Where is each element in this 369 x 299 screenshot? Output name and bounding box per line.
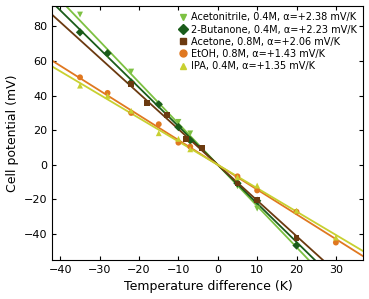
- Point: [333, 284, 339, 289]
- Point: [294, 209, 300, 214]
- Point: [235, 174, 241, 179]
- Point: [333, 277, 339, 282]
- Point: [128, 111, 134, 115]
- Point: [333, 235, 339, 240]
- Legend: Acetonitrile, 0.4M, α=+2.38 mV/K, 2-Butanone, 0.4M, α=+2.23 mV/K, Acetone, 0.8M,: Acetonitrile, 0.4M, α=+2.38 mV/K, 2-Buta…: [176, 10, 359, 73]
- Point: [77, 12, 83, 17]
- Point: [105, 91, 111, 95]
- Point: [333, 268, 339, 272]
- Point: [176, 140, 182, 145]
- Point: [164, 113, 170, 118]
- Point: [254, 199, 260, 203]
- Point: [254, 183, 260, 188]
- Point: [254, 206, 260, 211]
- Point: [156, 103, 162, 108]
- Point: [105, 53, 111, 58]
- Point: [187, 144, 193, 149]
- Point: [105, 51, 111, 56]
- Point: [176, 120, 182, 124]
- Point: [199, 146, 205, 150]
- Y-axis label: Cell potential (mV): Cell potential (mV): [6, 74, 18, 192]
- Point: [294, 244, 300, 249]
- Point: [176, 125, 182, 129]
- X-axis label: Temperature difference (K): Temperature difference (K): [124, 280, 292, 293]
- Point: [333, 240, 339, 245]
- Point: [176, 136, 182, 141]
- Point: [294, 243, 300, 248]
- Point: [235, 181, 241, 186]
- Point: [128, 69, 134, 74]
- Point: [128, 80, 134, 85]
- Point: [144, 101, 150, 106]
- Point: [156, 131, 162, 136]
- Point: [77, 75, 83, 80]
- Point: [77, 83, 83, 88]
- Point: [235, 175, 241, 180]
- Point: [294, 236, 300, 240]
- Point: [187, 131, 193, 136]
- Point: [128, 109, 134, 113]
- Point: [105, 94, 111, 98]
- Point: [294, 208, 300, 213]
- Point: [254, 197, 260, 202]
- Point: [183, 136, 189, 141]
- Point: [77, 30, 83, 35]
- Point: [187, 138, 193, 143]
- Point: [254, 188, 260, 193]
- Point: [235, 181, 241, 186]
- Point: [187, 147, 193, 152]
- Point: [235, 184, 241, 189]
- Point: [156, 122, 162, 126]
- Point: [128, 81, 134, 86]
- Point: [156, 102, 162, 107]
